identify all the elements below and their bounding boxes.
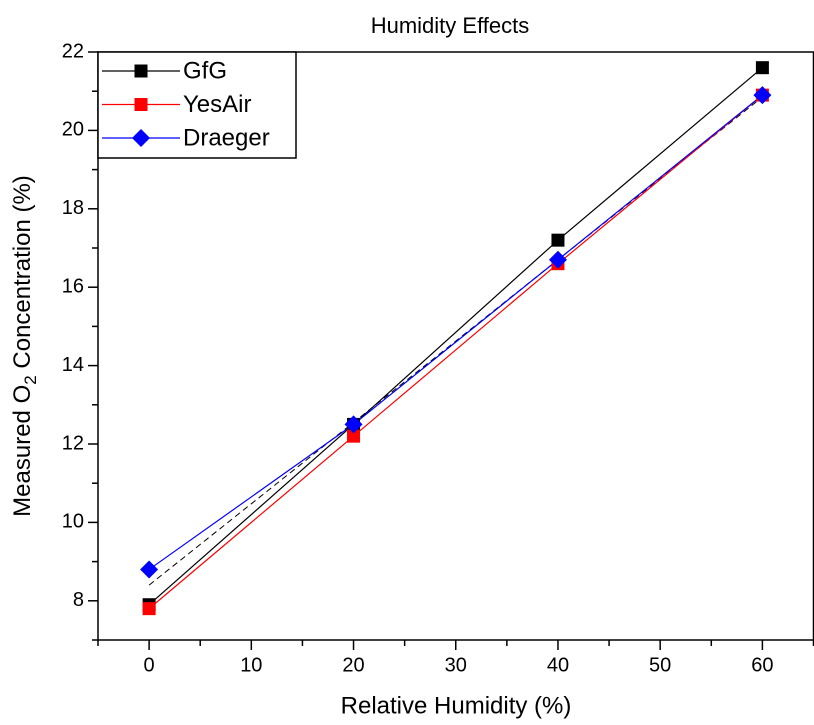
chart-title: Humidity Effects (371, 13, 530, 38)
data-point (344, 415, 363, 434)
y-tick-label: 8 (73, 589, 84, 611)
x-tick-label: 0 (144, 654, 155, 676)
data-point (347, 429, 361, 443)
x-axis-title: Relative Humidity (%) (341, 692, 572, 719)
data-point (551, 233, 565, 247)
legend-marker (132, 129, 150, 147)
x-tick-label: 50 (649, 654, 671, 676)
y-axis-title-part: Measured O (9, 385, 36, 517)
legend-label: YesAir (183, 91, 251, 118)
y-axis-title: Measured O2 Concentration (%) (9, 175, 40, 517)
y-tick-label: 12 (62, 432, 84, 454)
y-tick-label: 20 (62, 119, 84, 141)
legend-marker (134, 98, 148, 111)
y-axis-title-subscript: 2 (21, 375, 40, 384)
data-point (755, 61, 769, 75)
y-tick-label: 22 (62, 40, 84, 62)
data-point (753, 86, 772, 105)
x-tick-label: 60 (751, 654, 773, 676)
series-line (148, 94, 763, 610)
series-line (148, 67, 763, 606)
data-point (548, 250, 567, 269)
legend-label: GfG (183, 57, 227, 84)
y-tick-label: 14 (62, 354, 84, 376)
y-tick-label: 10 (62, 511, 84, 533)
legend: GfG YesAir Draeger (97, 51, 297, 159)
data-point (140, 560, 159, 579)
data-point (142, 602, 156, 616)
y-tick-label: 16 (62, 275, 84, 297)
x-tick-label: 20 (342, 654, 364, 676)
x-tick-label: 10 (240, 654, 262, 676)
legend-label: Draeger (183, 124, 270, 151)
x-tick-label: 30 (445, 654, 467, 676)
y-axis-title-part: Concentration (%) (9, 175, 36, 375)
x-tick-label: 40 (547, 654, 569, 676)
fit-line (148, 96, 763, 586)
y-tick-label: 18 (62, 197, 84, 219)
series-line (148, 94, 763, 570)
legend-marker (134, 64, 148, 78)
